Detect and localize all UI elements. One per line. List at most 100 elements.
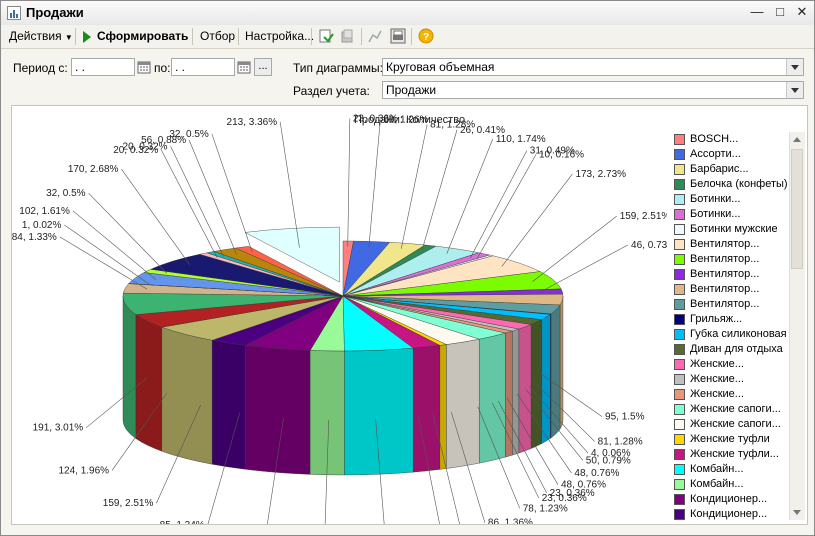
label-leader: [506, 397, 559, 485]
data-label: 81, 1.28%: [598, 436, 643, 447]
scroll-down-icon[interactable]: [790, 505, 805, 520]
chart-type-select[interactable]: Круговая объемная: [382, 58, 804, 76]
minimize-icon[interactable]: —: [750, 4, 764, 19]
label-leader: [432, 414, 460, 524]
label-leader: [324, 419, 330, 524]
label-leader: [418, 416, 440, 524]
label-leader: [375, 419, 385, 524]
legend-item: Ботинки...: [674, 192, 788, 207]
legend-swatch: [674, 434, 685, 445]
legend-item: BOSCH...: [674, 132, 788, 147]
label-leader: [498, 400, 547, 494]
chevron-down-icon: ▼: [64, 33, 73, 42]
legend-label: Губка силиконовая: [690, 328, 787, 340]
legend-label: Женские...: [690, 373, 744, 385]
legend-item: Женские...: [674, 357, 788, 372]
legend-item: Грильяж...: [674, 312, 788, 327]
label-leader: [540, 373, 603, 417]
legend-label: Комбайн...: [690, 463, 744, 475]
legend-item: Вентилятор...: [674, 297, 788, 312]
restore-settings-icon[interactable]: [339, 28, 355, 44]
legend-label: Женские туфли...: [690, 448, 779, 460]
title-bar: Продажи — □ ✕: [1, 1, 814, 26]
legend-label: Ботинки мужские: [690, 223, 778, 235]
legend-item: Женские...: [674, 387, 788, 402]
label-leader: [477, 406, 521, 509]
data-label: 50, 0.79%: [586, 455, 631, 466]
label-leader: [59, 236, 148, 290]
settings-button[interactable]: Настройка...: [245, 29, 315, 43]
filter-button[interactable]: Отбор: [200, 29, 236, 43]
pie-slice-side: [505, 330, 513, 458]
legend-label: Женские...: [690, 358, 744, 370]
legend-swatch: [674, 224, 685, 235]
label-leader: [450, 411, 486, 523]
period-from-label: Период с:: [13, 61, 68, 75]
section-select[interactable]: Продажи: [382, 81, 804, 99]
legend-item: Женские...: [674, 372, 788, 387]
legend-label: Женские...: [690, 388, 744, 400]
legend-swatch: [674, 299, 685, 310]
label-leader: [72, 210, 157, 280]
label-leader: [534, 382, 595, 442]
calendar-icon[interactable]: [237, 60, 251, 74]
label-leader: [156, 404, 201, 504]
maximize-icon[interactable]: □: [776, 4, 784, 19]
legend-label: Вентилятор...: [690, 283, 760, 295]
legend-swatch: [674, 509, 685, 520]
data-label: 124, 1.96%: [58, 465, 109, 476]
chart-settings-icon[interactable]: [367, 28, 383, 44]
legend-item: Вентилятор...: [674, 252, 788, 267]
section-label: Раздел учета:: [293, 84, 370, 98]
print-icon[interactable]: [390, 28, 406, 44]
data-label: 173, 2.73%: [575, 169, 626, 180]
actions-menu[interactable]: Действия ▼: [9, 28, 73, 44]
period-from-field[interactable]: . .: [71, 58, 135, 76]
label-leader: [267, 417, 284, 524]
pie-slice-side: [541, 314, 551, 445]
help-icon[interactable]: ?: [418, 28, 434, 44]
window-title: Продажи: [26, 5, 84, 20]
chart-title: Продажи: Количество: [353, 114, 466, 126]
period-choose-button[interactable]: ...: [254, 58, 272, 76]
label-leader: [529, 386, 589, 454]
label-leader: [160, 149, 218, 258]
chevron-down-icon[interactable]: [786, 82, 803, 98]
legend-label: Вентилятор...: [690, 298, 760, 310]
data-label: 78, 1.23%: [523, 503, 568, 514]
save-settings-icon[interactable]: [318, 28, 334, 44]
chart-app-icon: [7, 6, 21, 20]
scroll-thumb[interactable]: [791, 149, 803, 269]
data-label: 26, 0.41%: [460, 125, 505, 136]
label-leader: [170, 146, 224, 257]
legend-item: Ассорти...: [674, 147, 788, 162]
legend-item: Кондиционер...: [674, 507, 788, 520]
legend-scrollbar[interactable]: [789, 132, 805, 520]
data-label: 31, 0.49%: [530, 146, 575, 157]
legend-swatch: [674, 404, 685, 415]
close-icon[interactable]: ✕: [796, 4, 808, 19]
period-to-field[interactable]: . .: [171, 58, 235, 76]
data-label: 23, 0.36%: [542, 493, 587, 504]
data-label: 56, 0.88%: [141, 135, 186, 146]
legend-swatch: [674, 494, 685, 505]
data-label: 102, 1.61%: [19, 206, 70, 217]
pie-slice-side: [412, 345, 441, 473]
data-label: 85, 1.34%: [160, 520, 205, 524]
data-label: 20, 0.32%: [123, 141, 168, 152]
label-leader: [525, 389, 584, 461]
data-label: 86, 1.36%: [488, 518, 533, 524]
legend-label: Вентилятор...: [690, 253, 760, 265]
generate-button[interactable]: Сформировать: [83, 28, 188, 44]
scroll-up-icon[interactable]: [790, 132, 805, 147]
label-leader: [211, 133, 253, 253]
legend-item: Вентилятор...: [674, 267, 788, 282]
calendar-icon[interactable]: [137, 60, 151, 74]
legend-label: Диван для отдыха: [690, 343, 783, 355]
legend-item: Вентилятор...: [674, 282, 788, 297]
legend-item: Комбайн...: [674, 477, 788, 492]
chevron-down-icon[interactable]: [786, 59, 803, 75]
legend-label: Ботинки...: [690, 193, 741, 205]
legend-swatch: [674, 194, 685, 205]
